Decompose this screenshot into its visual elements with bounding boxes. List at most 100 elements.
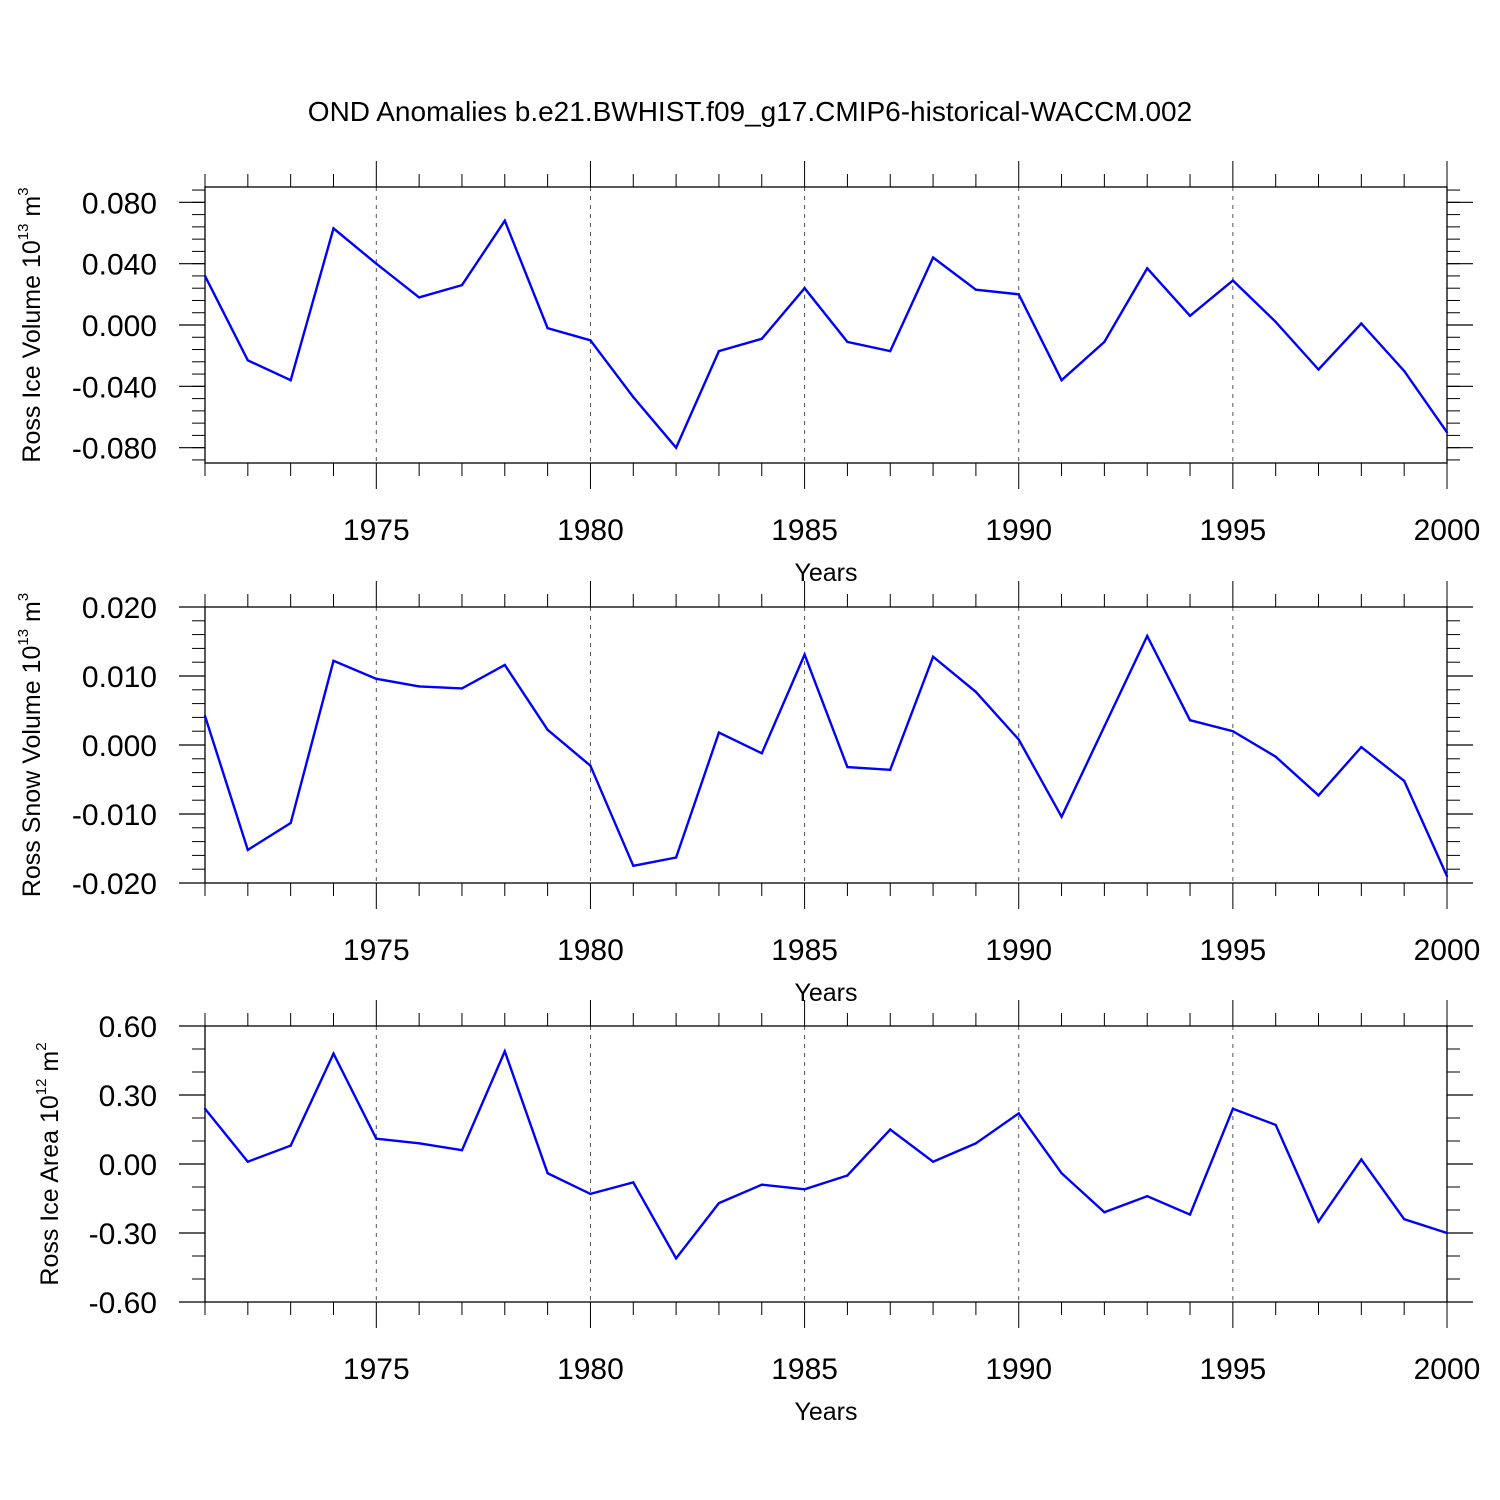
chart-panel-1: 0.080 0.040 0.000 -0.040 -0.080 1975 1980 1985 1…	[15, 161, 1480, 587]
data-point	[931, 655, 935, 658]
data-point	[289, 379, 292, 382]
y-tick-label: 0.60	[99, 1011, 157, 1044]
y-tick-label: 0.010	[82, 661, 157, 694]
data-point	[1188, 314, 1192, 317]
chart-panel-2: 0.020 0.010 0.000 -0.010 -0.020 1975 1980 1985 1…	[15, 581, 1480, 1007]
data-point	[803, 1188, 806, 1191]
y-tick-label: 0.000	[82, 310, 157, 343]
y-axis-title-unit: m	[36, 1051, 64, 1079]
x-tick-label: 1985	[771, 514, 838, 547]
y-axis-title: Ross Ice Area 1012 m2	[33, 1042, 64, 1285]
data-point	[546, 728, 549, 732]
data-point	[589, 339, 592, 342]
data-point	[760, 1183, 763, 1186]
data-point	[674, 446, 678, 449]
x-tick-label: 1980	[557, 934, 624, 967]
data-point	[546, 326, 549, 330]
x-tick-label: 1995	[1199, 1353, 1266, 1386]
data-point	[846, 340, 849, 344]
plot-frame	[204, 186, 1448, 464]
y-axis-title-unit-exponent: 3	[15, 187, 32, 195]
data-point	[460, 687, 464, 690]
y-tick-label: 0.30	[99, 1080, 157, 1113]
data-point	[246, 848, 250, 852]
data-point	[417, 685, 421, 688]
data-point	[1360, 1158, 1363, 1161]
y-tick-label: 0.080	[82, 187, 157, 220]
data-point	[203, 274, 207, 278]
data-point	[1103, 340, 1106, 344]
y-tick-label: -0.040	[72, 371, 157, 404]
x-tick-label: 1975	[343, 934, 410, 967]
y-tick-label: -0.30	[89, 1218, 157, 1251]
x-tick-label: 1980	[557, 1353, 624, 1386]
data-point	[1317, 368, 1320, 371]
data-point	[1402, 779, 1406, 783]
data-point	[1231, 730, 1235, 733]
data-point	[246, 1160, 250, 1163]
x-tick-label: 1980	[557, 514, 624, 547]
data-point	[846, 1174, 849, 1177]
y-axis-title-unit: m	[18, 601, 46, 629]
y-axis-title-unit-exponent: 2	[33, 1042, 50, 1050]
data-point	[460, 1149, 464, 1152]
data-point	[889, 349, 892, 353]
data-point	[803, 287, 806, 290]
x-tick-label: 1985	[771, 1353, 838, 1386]
data-point	[974, 1142, 978, 1145]
data-point	[1445, 431, 1449, 434]
chart-panel-3: 0.60 0.30 0.00 -0.30 -0.60 1975 1980 1985 1990 19…	[33, 1000, 1480, 1426]
data-point	[717, 349, 721, 353]
data-point	[1103, 1211, 1106, 1214]
y-axis-title-exponent: 13	[15, 629, 32, 646]
y-tick-label: -0.010	[72, 799, 157, 832]
data-point	[1274, 1123, 1277, 1127]
data-point	[889, 768, 892, 772]
y-tick-label: 0.020	[82, 592, 157, 625]
y-axis-title-main: Ross Snow Volume 10	[18, 646, 46, 898]
data-point	[332, 1052, 335, 1055]
data-point	[1317, 1220, 1320, 1223]
y-axis-title-exponent: 13	[15, 224, 32, 241]
data-point	[717, 731, 721, 734]
x-axis-title: Years	[794, 1398, 857, 1426]
data-point	[246, 359, 250, 362]
y-axis-title-exponent: 12	[33, 1079, 50, 1096]
data-point	[1146, 634, 1149, 638]
plot-frame	[204, 1025, 1448, 1303]
x-tick-label: 1990	[985, 1353, 1052, 1386]
data-point	[1231, 1107, 1235, 1111]
data-point	[1402, 369, 1406, 373]
data-point	[931, 1160, 935, 1163]
data-point	[289, 821, 292, 825]
y-axis-title: Ross Ice Volume 1013 m3	[15, 187, 46, 462]
x-tick-label: 1995	[1199, 934, 1266, 967]
data-point	[1360, 745, 1363, 749]
data-point	[1188, 718, 1192, 722]
data-point	[1317, 794, 1320, 797]
data-point	[375, 677, 378, 680]
x-tick-label: 2000	[1414, 1353, 1481, 1386]
data-point	[417, 296, 421, 299]
data-point	[1231, 279, 1235, 282]
data-point	[1017, 293, 1020, 296]
data-point	[760, 752, 763, 755]
y-axis-title-main: Ross Ice Area 10	[36, 1095, 64, 1285]
y-axis-title-unit: m	[18, 196, 46, 224]
data-point	[1188, 1213, 1192, 1216]
x-axis-title: Years	[794, 979, 857, 1007]
data-point	[1274, 755, 1277, 758]
data-point	[1017, 738, 1020, 741]
data-point	[846, 765, 849, 769]
y-tick-label: 0.000	[82, 730, 157, 763]
data-point	[1445, 1231, 1449, 1235]
y-tick-label: -0.020	[72, 868, 157, 901]
data-point	[589, 1192, 592, 1196]
data-point	[1017, 1112, 1020, 1115]
x-tick-label: 2000	[1414, 514, 1481, 547]
x-tick-label: 1990	[985, 934, 1052, 967]
series-line	[203, 218, 1448, 450]
series-line	[203, 633, 1449, 877]
data-point	[332, 227, 335, 230]
